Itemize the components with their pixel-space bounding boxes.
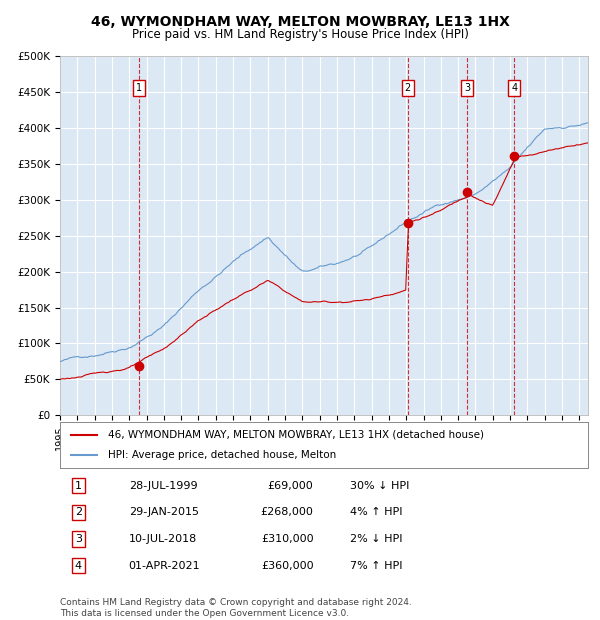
Text: This data is licensed under the Open Government Licence v3.0.: This data is licensed under the Open Gov…	[60, 609, 349, 618]
Text: 4% ↑ HPI: 4% ↑ HPI	[350, 507, 403, 517]
Text: 7% ↑ HPI: 7% ↑ HPI	[350, 560, 403, 570]
Text: £268,000: £268,000	[260, 507, 313, 517]
Text: 2% ↓ HPI: 2% ↓ HPI	[350, 534, 403, 544]
Text: HPI: Average price, detached house, Melton: HPI: Average price, detached house, Melt…	[107, 450, 336, 460]
Text: 3: 3	[464, 83, 470, 93]
Text: £360,000: £360,000	[261, 560, 313, 570]
Text: 1: 1	[136, 83, 142, 93]
Text: 46, WYMONDHAM WAY, MELTON MOWBRAY, LE13 1HX: 46, WYMONDHAM WAY, MELTON MOWBRAY, LE13 …	[91, 16, 509, 30]
Text: 1: 1	[75, 480, 82, 490]
Text: 2: 2	[75, 507, 82, 517]
Text: Contains HM Land Registry data © Crown copyright and database right 2024.: Contains HM Land Registry data © Crown c…	[60, 598, 412, 608]
Text: 2: 2	[404, 83, 411, 93]
Text: £310,000: £310,000	[261, 534, 313, 544]
Text: Price paid vs. HM Land Registry's House Price Index (HPI): Price paid vs. HM Land Registry's House …	[131, 28, 469, 41]
Text: £69,000: £69,000	[268, 480, 313, 490]
Text: 28-JUL-1999: 28-JUL-1999	[128, 480, 197, 490]
Text: 4: 4	[511, 83, 517, 93]
Text: 29-JAN-2015: 29-JAN-2015	[128, 507, 199, 517]
Text: 3: 3	[75, 534, 82, 544]
Text: 46, WYMONDHAM WAY, MELTON MOWBRAY, LE13 1HX (detached house): 46, WYMONDHAM WAY, MELTON MOWBRAY, LE13 …	[107, 430, 484, 440]
Text: 4: 4	[75, 560, 82, 570]
Text: 10-JUL-2018: 10-JUL-2018	[128, 534, 197, 544]
Text: 01-APR-2021: 01-APR-2021	[128, 560, 200, 570]
Text: 30% ↓ HPI: 30% ↓ HPI	[350, 480, 410, 490]
